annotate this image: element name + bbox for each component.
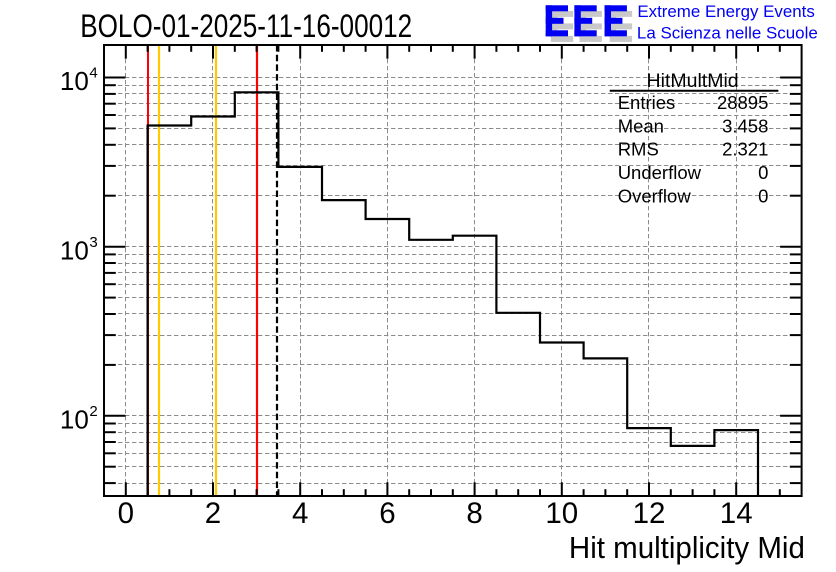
svg-text:3: 3 — [89, 234, 97, 251]
svg-text:2: 2 — [205, 497, 221, 530]
svg-text:BOLO-01-2025-11-16-00012: BOLO-01-2025-11-16-00012 — [80, 8, 412, 44]
svg-text:10: 10 — [60, 235, 89, 265]
svg-text:La Scienza nelle Scuole: La Scienza nelle Scuole — [637, 24, 818, 43]
svg-text:14: 14 — [720, 497, 753, 530]
svg-text:0: 0 — [758, 185, 768, 206]
svg-text:HitMultMid: HitMultMid — [647, 70, 739, 92]
svg-text:Underflow: Underflow — [618, 162, 702, 183]
svg-text:3.458: 3.458 — [722, 115, 768, 136]
svg-text:10: 10 — [60, 66, 89, 96]
svg-text:8: 8 — [466, 497, 482, 530]
svg-text:Mean: Mean — [618, 115, 664, 136]
svg-text:2: 2 — [89, 403, 97, 420]
svg-text:10: 10 — [60, 405, 89, 435]
svg-text:28895: 28895 — [717, 92, 768, 113]
svg-text:0: 0 — [118, 497, 134, 530]
svg-text:4: 4 — [292, 497, 308, 530]
svg-text:Hit multiplicity Mid: Hit multiplicity Mid — [569, 531, 805, 565]
svg-text:6: 6 — [379, 497, 395, 530]
svg-text:2.321: 2.321 — [722, 139, 768, 160]
svg-text:RMS: RMS — [618, 139, 659, 160]
svg-text:0: 0 — [758, 162, 768, 183]
svg-text:4: 4 — [89, 65, 97, 82]
svg-text:10: 10 — [545, 497, 578, 530]
svg-text:Extreme Energy Events: Extreme Energy Events — [637, 2, 814, 21]
svg-text:Overflow: Overflow — [618, 185, 692, 206]
svg-text:12: 12 — [633, 497, 666, 530]
svg-text:Entries: Entries — [618, 92, 676, 113]
